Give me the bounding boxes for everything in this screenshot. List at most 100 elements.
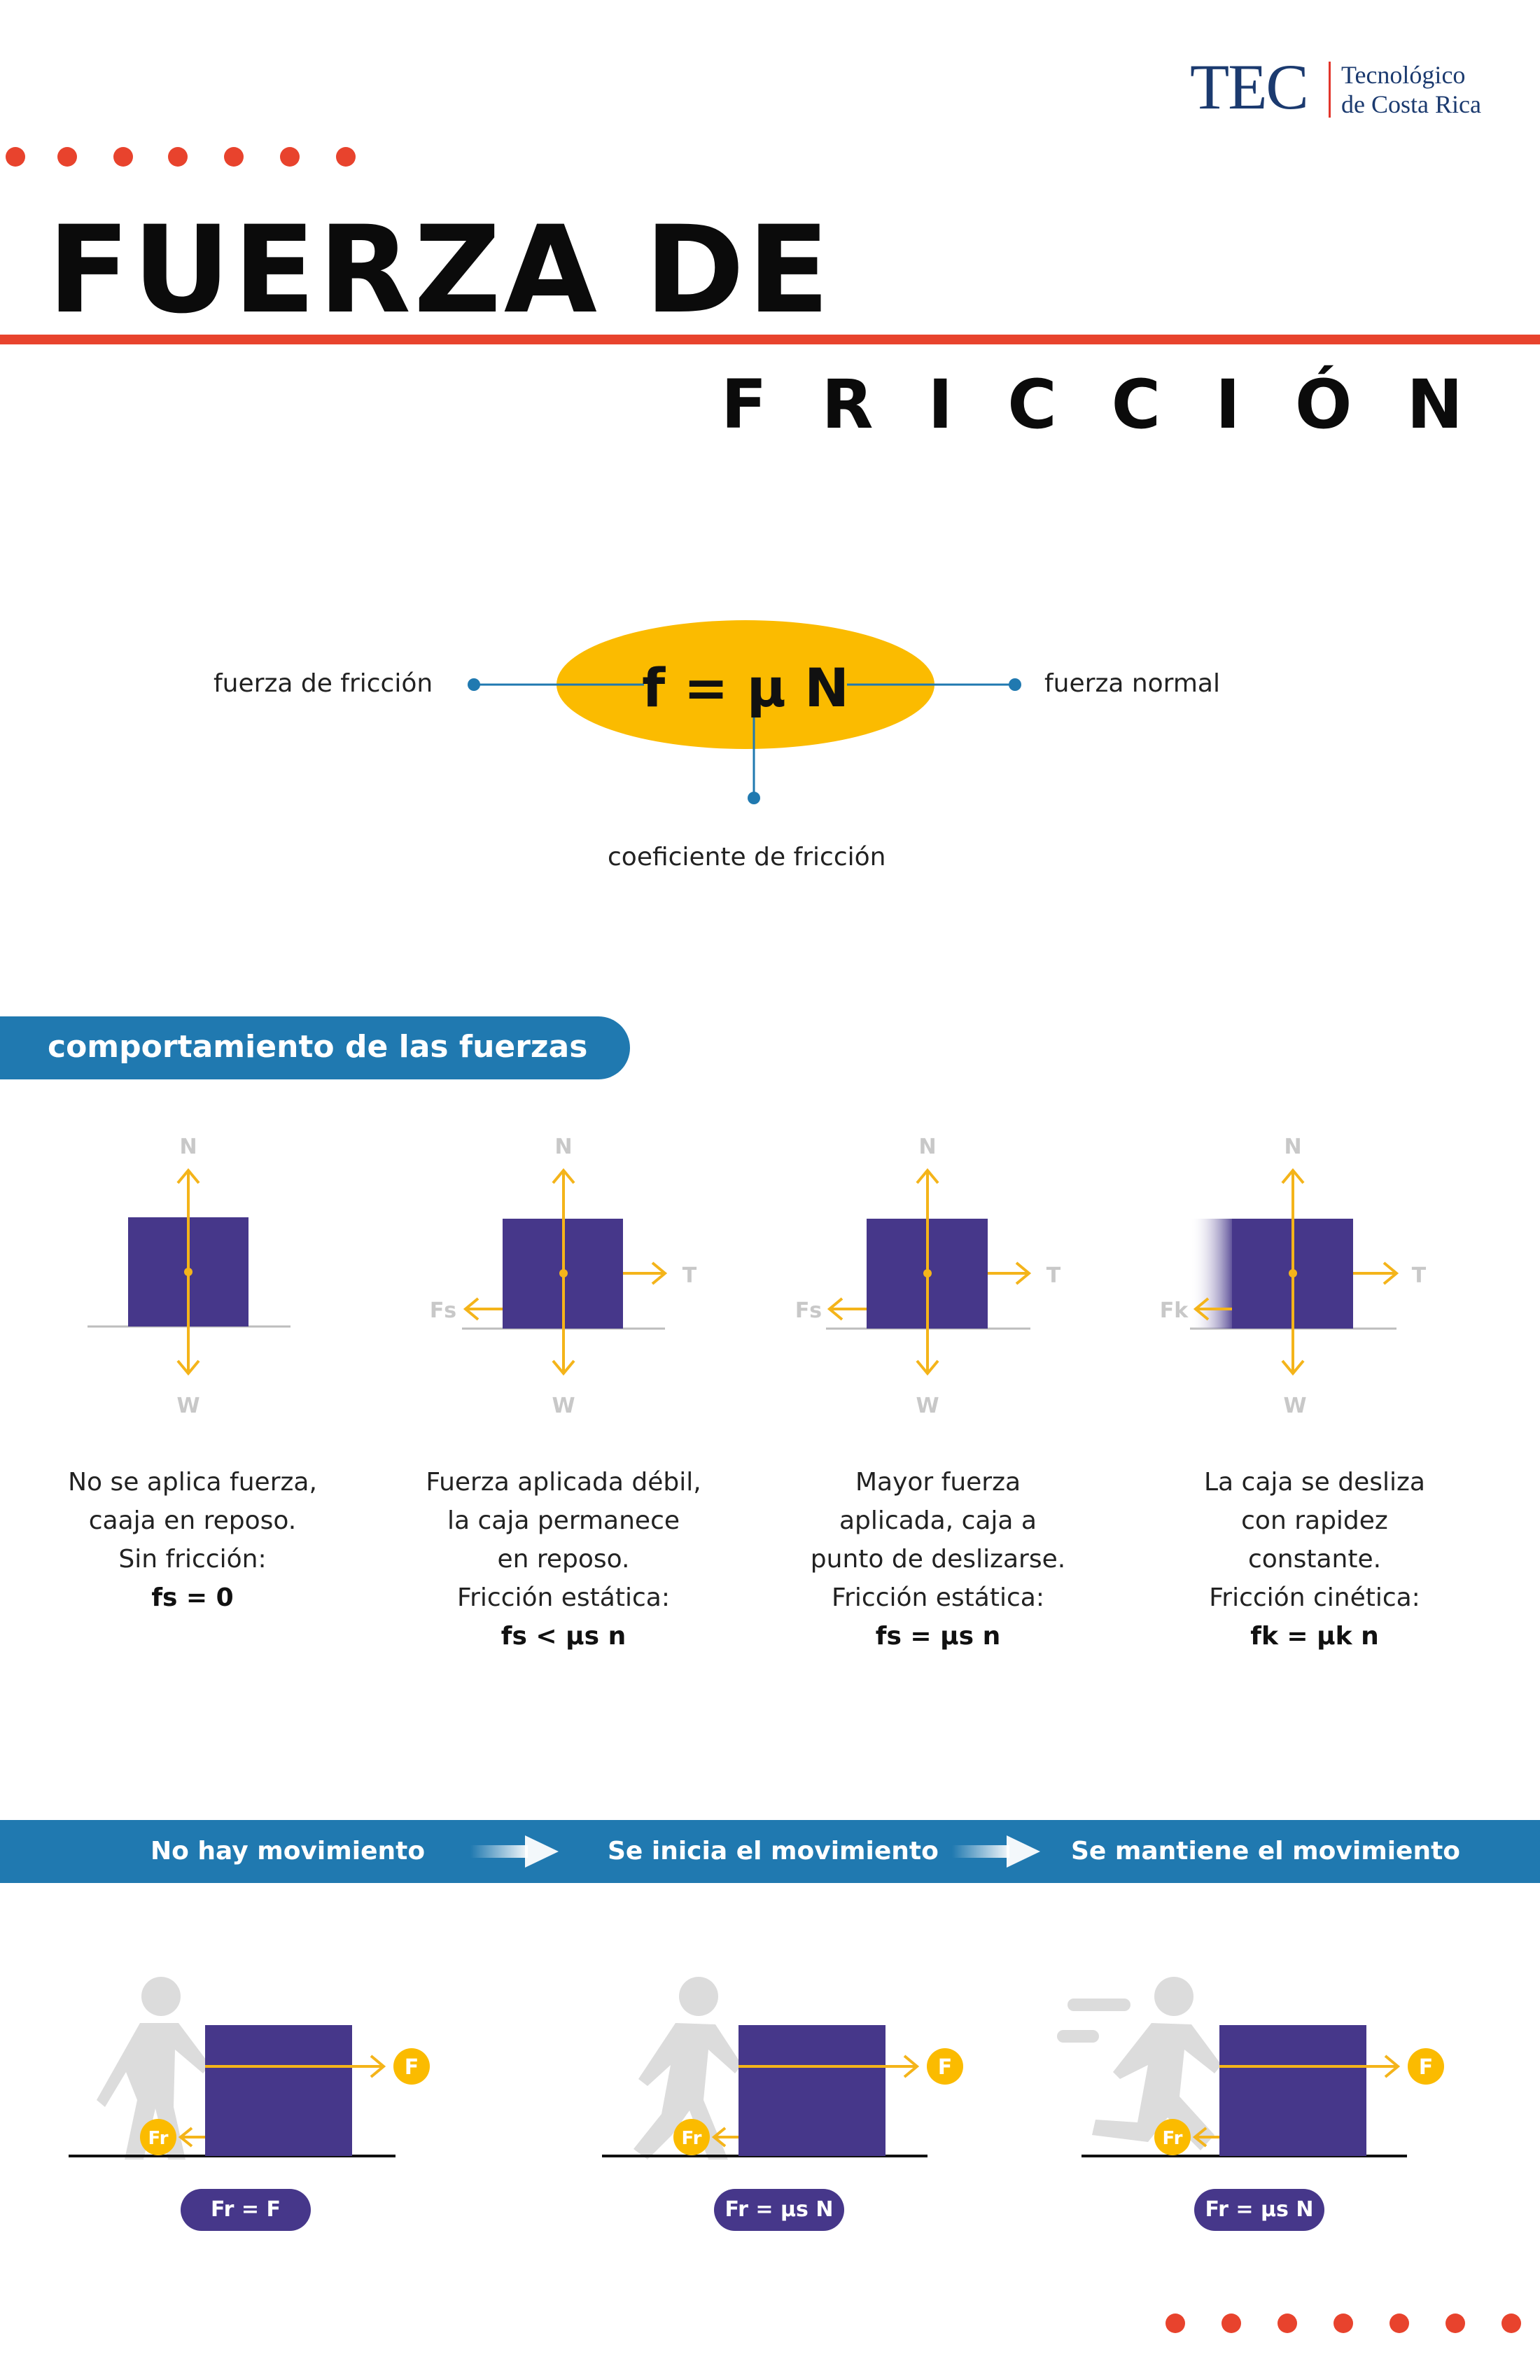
decor-dot — [1446, 2314, 1465, 2333]
case-line: en reposo. — [497, 1545, 630, 1574]
formula-ellipse — [556, 620, 934, 749]
box — [205, 2025, 352, 2156]
case-line: La caja se desliza — [1204, 1468, 1425, 1497]
logo-mark: TEC — [1190, 51, 1309, 122]
force-label: F — [938, 2055, 953, 2080]
case-line: Mayor fuerza — [855, 1468, 1021, 1497]
scene-2: F Fr — [602, 1977, 963, 2160]
diagram-case-1: N W — [88, 1135, 290, 1418]
banner-step-3: Se mantiene el movimiento — [1071, 1837, 1461, 1865]
page-title-line-1: FUERZA DE — [48, 200, 833, 340]
case-equation: fs = 0 — [151, 1583, 234, 1612]
decor-dot — [168, 147, 188, 167]
connector-dot-right — [1009, 678, 1021, 691]
friction-badge — [140, 2119, 176, 2155]
friction-label: Fr — [1163, 2128, 1183, 2149]
case-line: Fuerza aplicada débil, — [426, 1468, 701, 1497]
label-normal-force: fuerza normal — [1044, 669, 1220, 698]
case-description-3: Mayor fuerza aplicada, caja a punto de d… — [777, 1463, 1099, 1656]
force-label: F — [405, 2055, 419, 2080]
box — [1219, 2025, 1366, 2156]
decor-dot — [224, 147, 244, 167]
label-n: N — [179, 1135, 197, 1159]
connector-dot-bottom — [748, 792, 760, 804]
case-equation: fs = μs n — [875, 1622, 1001, 1651]
label-t: T — [1412, 1264, 1427, 1288]
progression-banner — [0, 1820, 1540, 1883]
section-pill — [0, 1016, 630, 1079]
arrow-right-icon — [952, 1835, 1040, 1868]
case-description-1: No se aplica fuerza, caaja en reposo. Si… — [31, 1463, 354, 1617]
friction-label: Fr — [682, 2128, 702, 2149]
decor-dot — [1166, 2314, 1185, 2333]
label-w: W — [916, 1394, 939, 1418]
case-line: No se aplica fuerza, — [68, 1468, 317, 1497]
decor-dot — [1502, 2314, 1521, 2333]
equation-pill-3: Fr = μs N — [1194, 2189, 1324, 2231]
decor-dot — [280, 147, 300, 167]
label-fs: Fs — [430, 1298, 456, 1323]
decor-dot — [57, 147, 77, 167]
motion-scenes: F Fr F Fr F — [69, 1977, 1444, 2160]
label-n: N — [554, 1135, 572, 1159]
label-n: N — [1284, 1135, 1301, 1159]
decor-dot — [336, 147, 356, 167]
person-standing-icon — [97, 1977, 210, 2160]
person-running-icon — [1057, 1977, 1222, 2150]
case-line: Sin fricción: — [118, 1545, 267, 1574]
force-badge — [927, 2048, 963, 2085]
case-description-2: Fuerza aplicada débil, la caja permanece… — [402, 1463, 724, 1656]
decor-dot — [1222, 2314, 1241, 2333]
case-line: caaja en reposo. — [88, 1506, 297, 1535]
case-line: Fricción cinética: — [1209, 1583, 1420, 1612]
decor-dot — [113, 147, 133, 167]
logo-line-1: Tecnológico — [1341, 61, 1466, 89]
box — [738, 2025, 886, 2156]
friction-label: Fr — [148, 2128, 169, 2149]
label-n: N — [918, 1135, 936, 1159]
force-badge — [1408, 2048, 1444, 2085]
banner-arrows — [470, 1835, 1040, 1868]
label-friction-force: fuerza de fricción — [214, 669, 433, 698]
arrow-right-icon — [470, 1835, 559, 1868]
decor-dot — [1278, 2314, 1297, 2333]
case-line: punto de deslizarse. — [810, 1545, 1066, 1574]
case-line: Fricción estática: — [457, 1583, 670, 1612]
case-line: constante. — [1247, 1545, 1382, 1574]
case-line: aplicada, caja a — [839, 1506, 1037, 1535]
logo-divider — [1329, 62, 1331, 118]
person-walking-icon — [634, 1977, 742, 2160]
equation-pill-1: Fr = F — [181, 2189, 311, 2231]
banner-step-1: No hay movimiento — [150, 1837, 426, 1865]
connector-dot-left — [468, 678, 480, 691]
formula-diagram — [468, 620, 1021, 804]
motion-blur — [1190, 1219, 1232, 1329]
decor-dot — [1334, 2314, 1353, 2333]
friction-badge — [673, 2119, 710, 2155]
scene-3: F Fr — [1057, 1977, 1444, 2157]
diagram-case-2: N W T Fs — [430, 1135, 697, 1418]
label-w: W — [552, 1394, 575, 1418]
section-title: comportamiento de las fuerzas — [48, 1029, 588, 1065]
case-line: con rapidez — [1241, 1506, 1388, 1535]
diagram-case-3: N W T Fs — [795, 1135, 1061, 1418]
page-title-line-2: FRICCIÓN — [721, 365, 1518, 444]
label-fs: Fs — [795, 1298, 822, 1323]
scene-1: F Fr — [69, 1977, 430, 2160]
title-divider — [0, 335, 1540, 344]
decor-dot — [1390, 2314, 1409, 2333]
label-fk: Fk — [1160, 1298, 1189, 1323]
banner-step-2: Se inicia el movimiento — [608, 1837, 939, 1865]
equation-pill-2: Fr = μs N — [714, 2189, 844, 2231]
friction-badge — [1154, 2119, 1191, 2155]
label-w: W — [1283, 1394, 1306, 1418]
label-coefficient: coeficiente de fricción — [608, 843, 886, 872]
case-line: la caja permanece — [447, 1506, 680, 1535]
label-w: W — [176, 1394, 200, 1418]
free-body-diagrams: N W N W T Fs N W T Fs — [88, 1135, 1427, 1418]
logo-line-2: de Costa Rica — [1341, 90, 1481, 118]
force-label: F — [1419, 2055, 1434, 2080]
case-equation: fk = μk n — [1250, 1622, 1379, 1651]
decor-dot — [6, 147, 25, 167]
case-description-4: La caja se desliza con rapidez constante… — [1154, 1463, 1476, 1656]
